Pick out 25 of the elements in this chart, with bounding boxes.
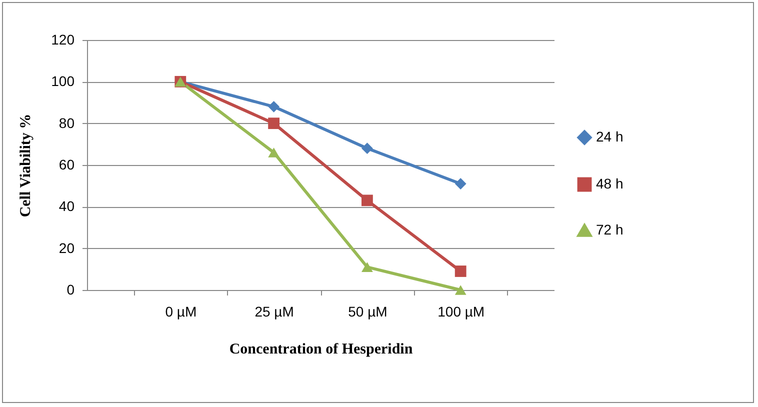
y-tick-label: 40 xyxy=(58,198,75,214)
point xyxy=(454,285,466,295)
legend-label: 24 h xyxy=(596,128,624,144)
x-tick-label: 100 µM xyxy=(438,304,485,320)
y-tick-label: 0 xyxy=(66,282,75,298)
point xyxy=(362,194,373,206)
point xyxy=(268,148,280,158)
point xyxy=(362,262,373,272)
y-tick-label: 60 xyxy=(58,156,75,172)
x-tick-label: 25 µM xyxy=(254,304,294,320)
y-tick-label: 100 xyxy=(51,73,75,90)
x-tick-label: 50 µM xyxy=(348,304,388,320)
x-axis-title: Concentration of Hesperidin xyxy=(229,342,414,358)
point xyxy=(268,100,280,112)
x-tick-label: 0 µM xyxy=(165,304,197,320)
legend-label: 72 h xyxy=(596,222,624,238)
point xyxy=(454,178,466,190)
y-tick-label: 120 xyxy=(51,32,75,48)
point xyxy=(362,142,373,154)
point xyxy=(454,266,466,277)
y-axis-title: Cell Viability % xyxy=(18,114,34,218)
legend-label: 48 h xyxy=(596,176,624,192)
y-tick-label: 80 xyxy=(58,114,75,131)
point xyxy=(268,118,280,130)
y-tick-label: 20 xyxy=(58,240,75,256)
